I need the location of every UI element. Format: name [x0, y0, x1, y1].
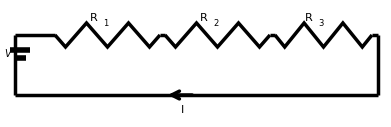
Text: 3: 3 [318, 19, 323, 28]
Text: 2: 2 [213, 19, 218, 28]
Text: 1: 1 [103, 19, 108, 28]
Text: R: R [200, 13, 208, 23]
Text: I: I [181, 105, 185, 115]
Text: R: R [305, 13, 313, 23]
Text: V: V [5, 49, 11, 59]
Text: R: R [90, 13, 98, 23]
